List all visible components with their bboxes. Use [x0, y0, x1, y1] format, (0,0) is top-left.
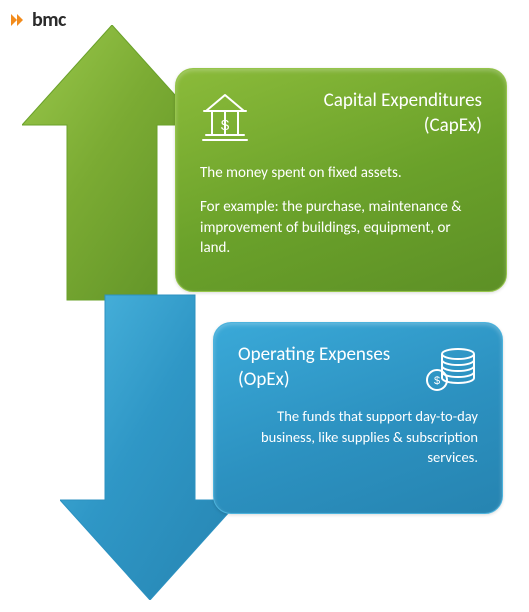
- capex-title-block: Capital Expenditures (CapEx): [268, 89, 482, 138]
- opex-title-block: Operating Expenses (OpEx): [238, 343, 410, 392]
- bank-dollar-icon: $: [200, 89, 250, 145]
- coin-stack-icon: $: [424, 344, 478, 392]
- opex-card: Operating Expenses (OpEx) $ The funds th…: [213, 322, 503, 514]
- opex-subtitle: (OpEx): [238, 368, 410, 393]
- capex-subtitle: (CapEx): [268, 114, 482, 139]
- opex-header: Operating Expenses (OpEx) $: [238, 343, 478, 392]
- capex-header: $ Capital Expenditures (CapEx): [200, 89, 482, 145]
- capex-body: The money spent on fixed assets. For exa…: [200, 163, 482, 258]
- svg-text:$: $: [434, 375, 440, 387]
- opex-title: Operating Expenses: [238, 343, 410, 368]
- opex-body: The funds that support day-to-day busine…: [238, 406, 478, 467]
- capex-body-line1: The money spent on fixed assets.: [200, 163, 482, 183]
- capex-title: Capital Expenditures: [268, 89, 482, 114]
- svg-text:$: $: [221, 117, 230, 134]
- capex-card: $ Capital Expenditures (CapEx) The money…: [175, 68, 507, 292]
- capex-body-line2: For example: the purchase, maintenance &…: [200, 197, 482, 258]
